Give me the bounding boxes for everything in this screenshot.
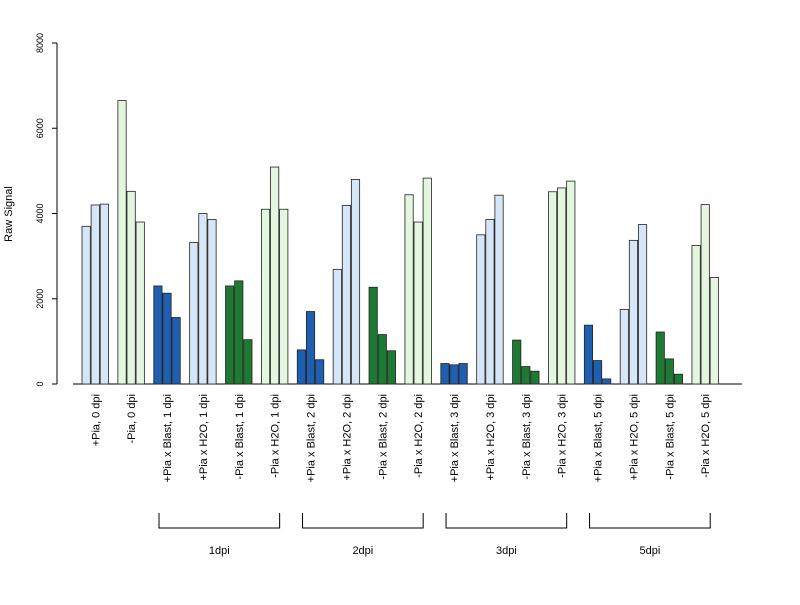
group-label: 1dpi [209,545,230,557]
y-tick-label: 2000 [35,289,45,309]
bar [593,360,603,385]
x-tick-label: +Pia x H2O, 1 dpi [198,394,210,481]
x-tick-label: +Pia x Blast, 3 dpi [449,394,461,482]
bar [207,219,217,385]
bar [341,205,351,385]
bar [512,339,522,385]
bar [126,190,136,385]
x-tick-label: +Pia, 0 dpi [90,394,102,446]
x-tick-label: +Pia x H2O, 2 dpi [341,394,353,481]
x-tick-label: -Pia x Blast, 2 dpi [377,394,389,480]
group-brackets: 1dpi 2dpi 3dpi 5dpi [158,513,711,557]
x-tick-label: +Pia x H2O, 3 dpi [485,394,497,481]
bar [521,366,531,385]
bar [279,208,289,385]
bar [296,349,306,385]
bar [189,242,199,385]
bar [225,285,235,385]
bar [664,358,674,385]
bar [440,363,450,385]
y-tick-label: 6000 [35,118,45,138]
x-tick-label: -Pia x H2O, 5 dpi [700,394,712,478]
group-label: 3dpi [496,545,517,557]
x-tick-label: +Pia x Blast, 2 dpi [306,394,318,482]
bar [377,334,387,385]
bar [90,204,100,385]
bar [700,204,710,385]
bar [315,359,325,385]
bar [368,286,378,385]
bar [619,309,629,385]
category-labels: +Pia, 0 dpi -Pia, 0 dpi +Pia x Blast, 1 dp… [90,394,712,482]
bar [386,350,396,385]
bar [557,187,567,385]
bar [243,339,253,385]
bar [153,285,163,385]
x-tick-label: -Pia, 0 dpi [126,394,138,444]
bar [583,324,594,385]
group-label: 5dpi [639,545,660,557]
bar [413,221,423,385]
x-tick-label: +Pia x H2O, 5 dpi [628,394,640,481]
group-label: 2dpi [352,545,373,557]
bar [494,194,504,385]
x-tick-label: +Pia x Blast, 5 dpi [593,394,605,482]
bar [404,194,414,385]
bar [691,245,701,385]
bar [566,180,576,385]
bar [135,221,145,385]
bar [198,213,208,385]
y-axis: 0 2000 4000 6000 8000 [35,33,58,387]
bar [99,203,109,385]
x-tick-label: +Pia x Blast, 1 dpi [162,394,174,482]
bar [673,373,683,385]
bar [332,268,342,385]
bar [162,292,172,385]
x-tick-label: -Pia x H2O, 2 dpi [413,394,425,478]
bar [81,225,91,385]
bar [234,280,244,385]
bar [458,363,468,385]
bar [260,208,271,385]
y-tick-label: 0 [35,381,45,386]
group-bracket [302,513,424,529]
bar [548,191,558,385]
group-bracket [589,513,711,529]
bar [449,364,459,385]
x-tick-label: -Pia x Blast, 5 dpi [664,394,676,480]
bar [422,177,432,385]
x-tick-label: -Pia x H2O, 3 dpi [557,394,569,478]
bar [709,277,719,385]
x-tick-label: -Pia x Blast, 3 dpi [521,394,533,480]
group-bracket [158,513,281,529]
bar [485,219,495,385]
group-bracket [445,513,568,529]
bar [530,370,540,385]
x-tick-label: -Pia x Blast, 1 dpi [234,394,246,480]
bars [81,100,719,385]
bar [655,331,665,385]
x-tick-label: -Pia x H2O, 1 dpi [270,394,282,478]
bar [638,224,648,385]
y-tick-label: 4000 [35,203,45,223]
bar [602,378,612,385]
bar [476,234,486,385]
bar [350,178,361,385]
bar [270,166,280,385]
bar [628,239,638,385]
y-tick-label: 8000 [35,33,45,53]
bar [171,317,181,385]
bar [305,311,316,385]
bar [117,100,127,385]
y-axis-label: Raw Signal [3,186,15,242]
